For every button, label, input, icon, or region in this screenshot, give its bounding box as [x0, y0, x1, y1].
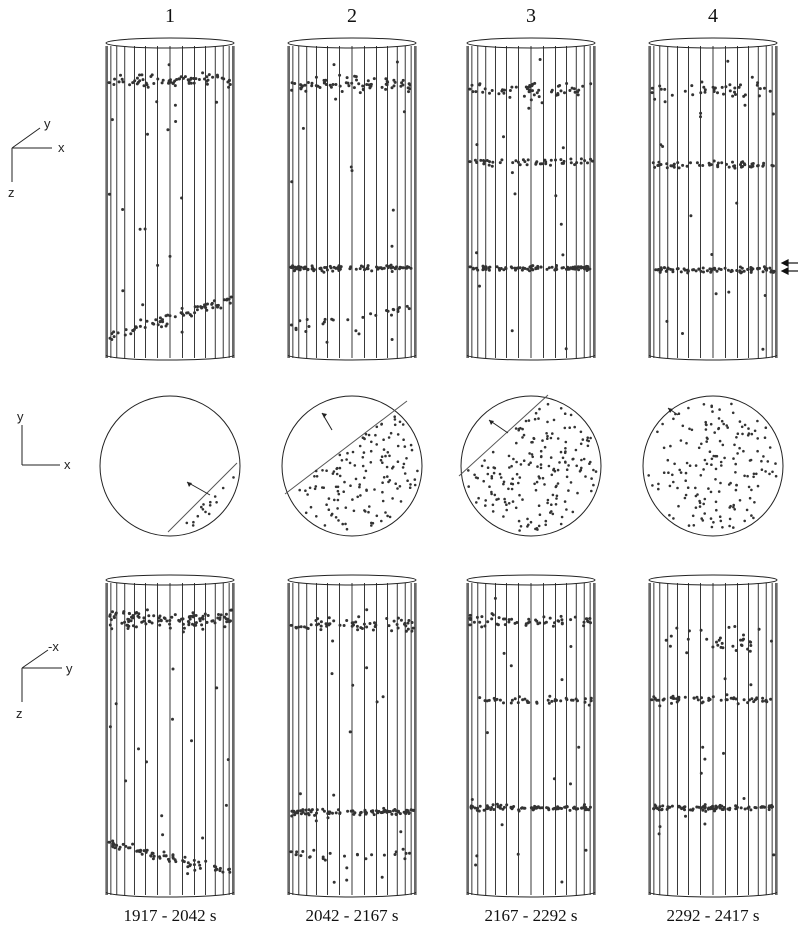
cylinders-bottom-row: [105, 574, 778, 898]
event-dots: [298, 415, 419, 531]
column-label-4: 4: [708, 5, 718, 27]
event-dots: [467, 402, 598, 532]
axis-y-label-bottom: y: [66, 661, 73, 676]
cylinder-4: [648, 574, 778, 898]
event-dots: [647, 402, 778, 529]
column-label-3: 3: [526, 5, 536, 27]
event-dots: [650, 59, 776, 351]
column-headers: 1 2 3 4: [165, 5, 718, 27]
column-label-1: 1: [165, 5, 175, 27]
cross-section-3: [458, 394, 602, 537]
cross-section-2: [281, 395, 423, 537]
axis-y-label-middle: y: [17, 409, 24, 424]
axis-x-label-top: x: [58, 140, 65, 155]
axis-x-label-middle: x: [64, 457, 71, 472]
event-dots: [468, 596, 593, 884]
axis-z-label-top: z: [8, 185, 15, 200]
time-labels: 1917 - 2042 s 2042 - 2167 s 2167 - 2292 …: [123, 906, 759, 925]
cylinder-4: [648, 37, 778, 361]
axis-negx-label-bottom: -x: [48, 639, 59, 654]
event-dots: [650, 625, 776, 857]
event-dots: [107, 63, 233, 341]
cylinder-1: [105, 37, 235, 361]
cylinder-3: [466, 37, 596, 361]
axis-y-label-top: y: [44, 116, 51, 131]
event-dots: [185, 476, 235, 527]
axes-icon-top: x y z: [8, 116, 65, 200]
cross-section-4: [642, 395, 784, 537]
time-label-4: 2292 - 2417 s: [666, 906, 759, 925]
cylinders-top-row: [105, 37, 778, 361]
cylinder-2: [287, 37, 417, 361]
cylinder-3: [466, 574, 596, 898]
time-label-2: 2042 - 2167 s: [305, 906, 398, 925]
axes-icon-middle: x y: [17, 409, 71, 472]
axis-z-label-bottom: z: [16, 706, 23, 721]
cylinder-2: [287, 574, 417, 898]
cross-sections-middle-row: [99, 394, 784, 537]
time-label-1: 1917 - 2042 s: [123, 906, 216, 925]
cross-section-1: [99, 395, 241, 537]
event-dots: [289, 608, 415, 884]
time-label-3: 2167 - 2292 s: [484, 906, 577, 925]
cylinder-1: [105, 574, 235, 898]
event-dots: [289, 60, 413, 344]
axes-icon-bottom: y -x z: [16, 639, 73, 721]
event-dots: [468, 58, 594, 351]
layer-markers: [780, 259, 798, 275]
column-label-2: 2: [347, 5, 357, 27]
event-dots: [107, 608, 233, 876]
